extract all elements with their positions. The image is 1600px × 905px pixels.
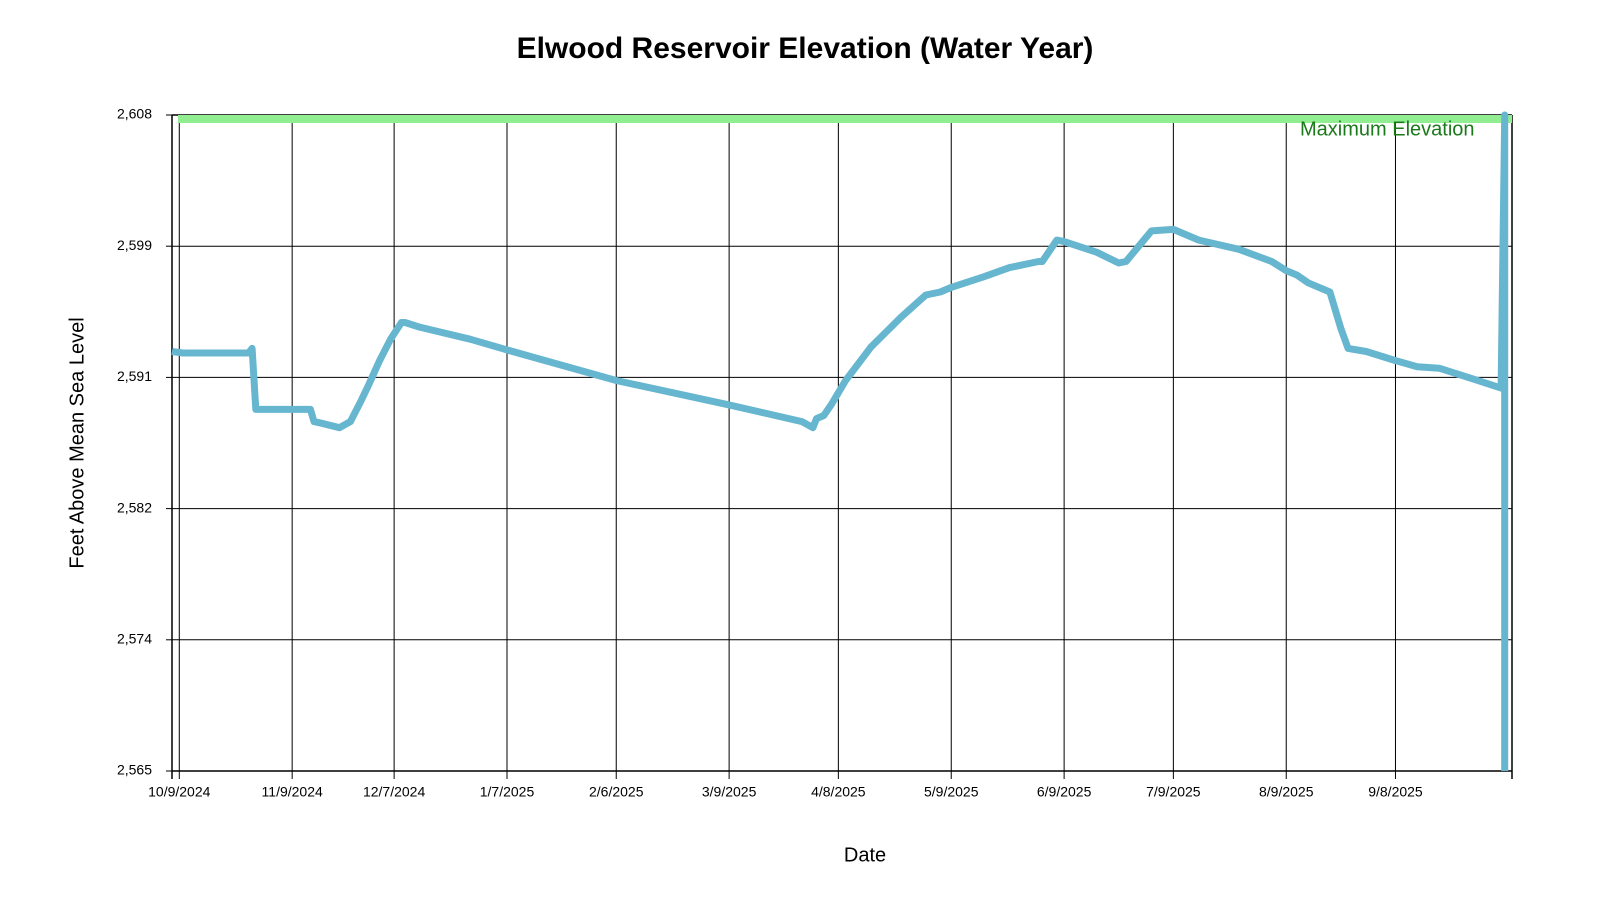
annotation-group: Maximum Elevation <box>178 115 1512 140</box>
x-tick-label: 7/9/2025 <box>1146 784 1201 800</box>
x-tick-label: 8/9/2025 <box>1259 784 1314 800</box>
y-tick-label: 2,599 <box>117 237 152 253</box>
x-tick-label: 6/9/2025 <box>1037 784 1092 800</box>
series-line <box>171 111 1509 771</box>
x-tick-label: 1/7/2025 <box>480 784 535 800</box>
annotation-label: Maximum Elevation <box>1300 118 1475 140</box>
x-tick-label: 2/6/2025 <box>589 784 644 800</box>
x-tick-label: 12/7/2024 <box>363 784 425 800</box>
x-axis-label: Date <box>844 844 886 866</box>
y-tick-label: 2,608 <box>117 106 152 122</box>
y-tick-label: 2,591 <box>117 368 152 384</box>
x-tick-label: 11/9/2024 <box>262 784 323 800</box>
x-tick-label: 5/9/2025 <box>924 784 979 800</box>
x-tick-label: 10/9/2024 <box>148 784 210 800</box>
x-tick-label: 9/8/2025 <box>1368 784 1423 800</box>
chart-title: Elwood Reservoir Elevation (Water Year) <box>517 32 1094 65</box>
x-tick-label: 4/8/2025 <box>811 784 866 800</box>
max-elevation-band <box>178 115 1512 123</box>
y-tick-label: 2,574 <box>117 631 152 647</box>
y-axis-label: Feet Above Mean Sea Level <box>66 317 88 568</box>
x-tick-label: 3/9/2025 <box>702 784 757 800</box>
y-tick-label: 2,582 <box>117 499 152 515</box>
y-tick-label: 2,565 <box>117 762 152 778</box>
